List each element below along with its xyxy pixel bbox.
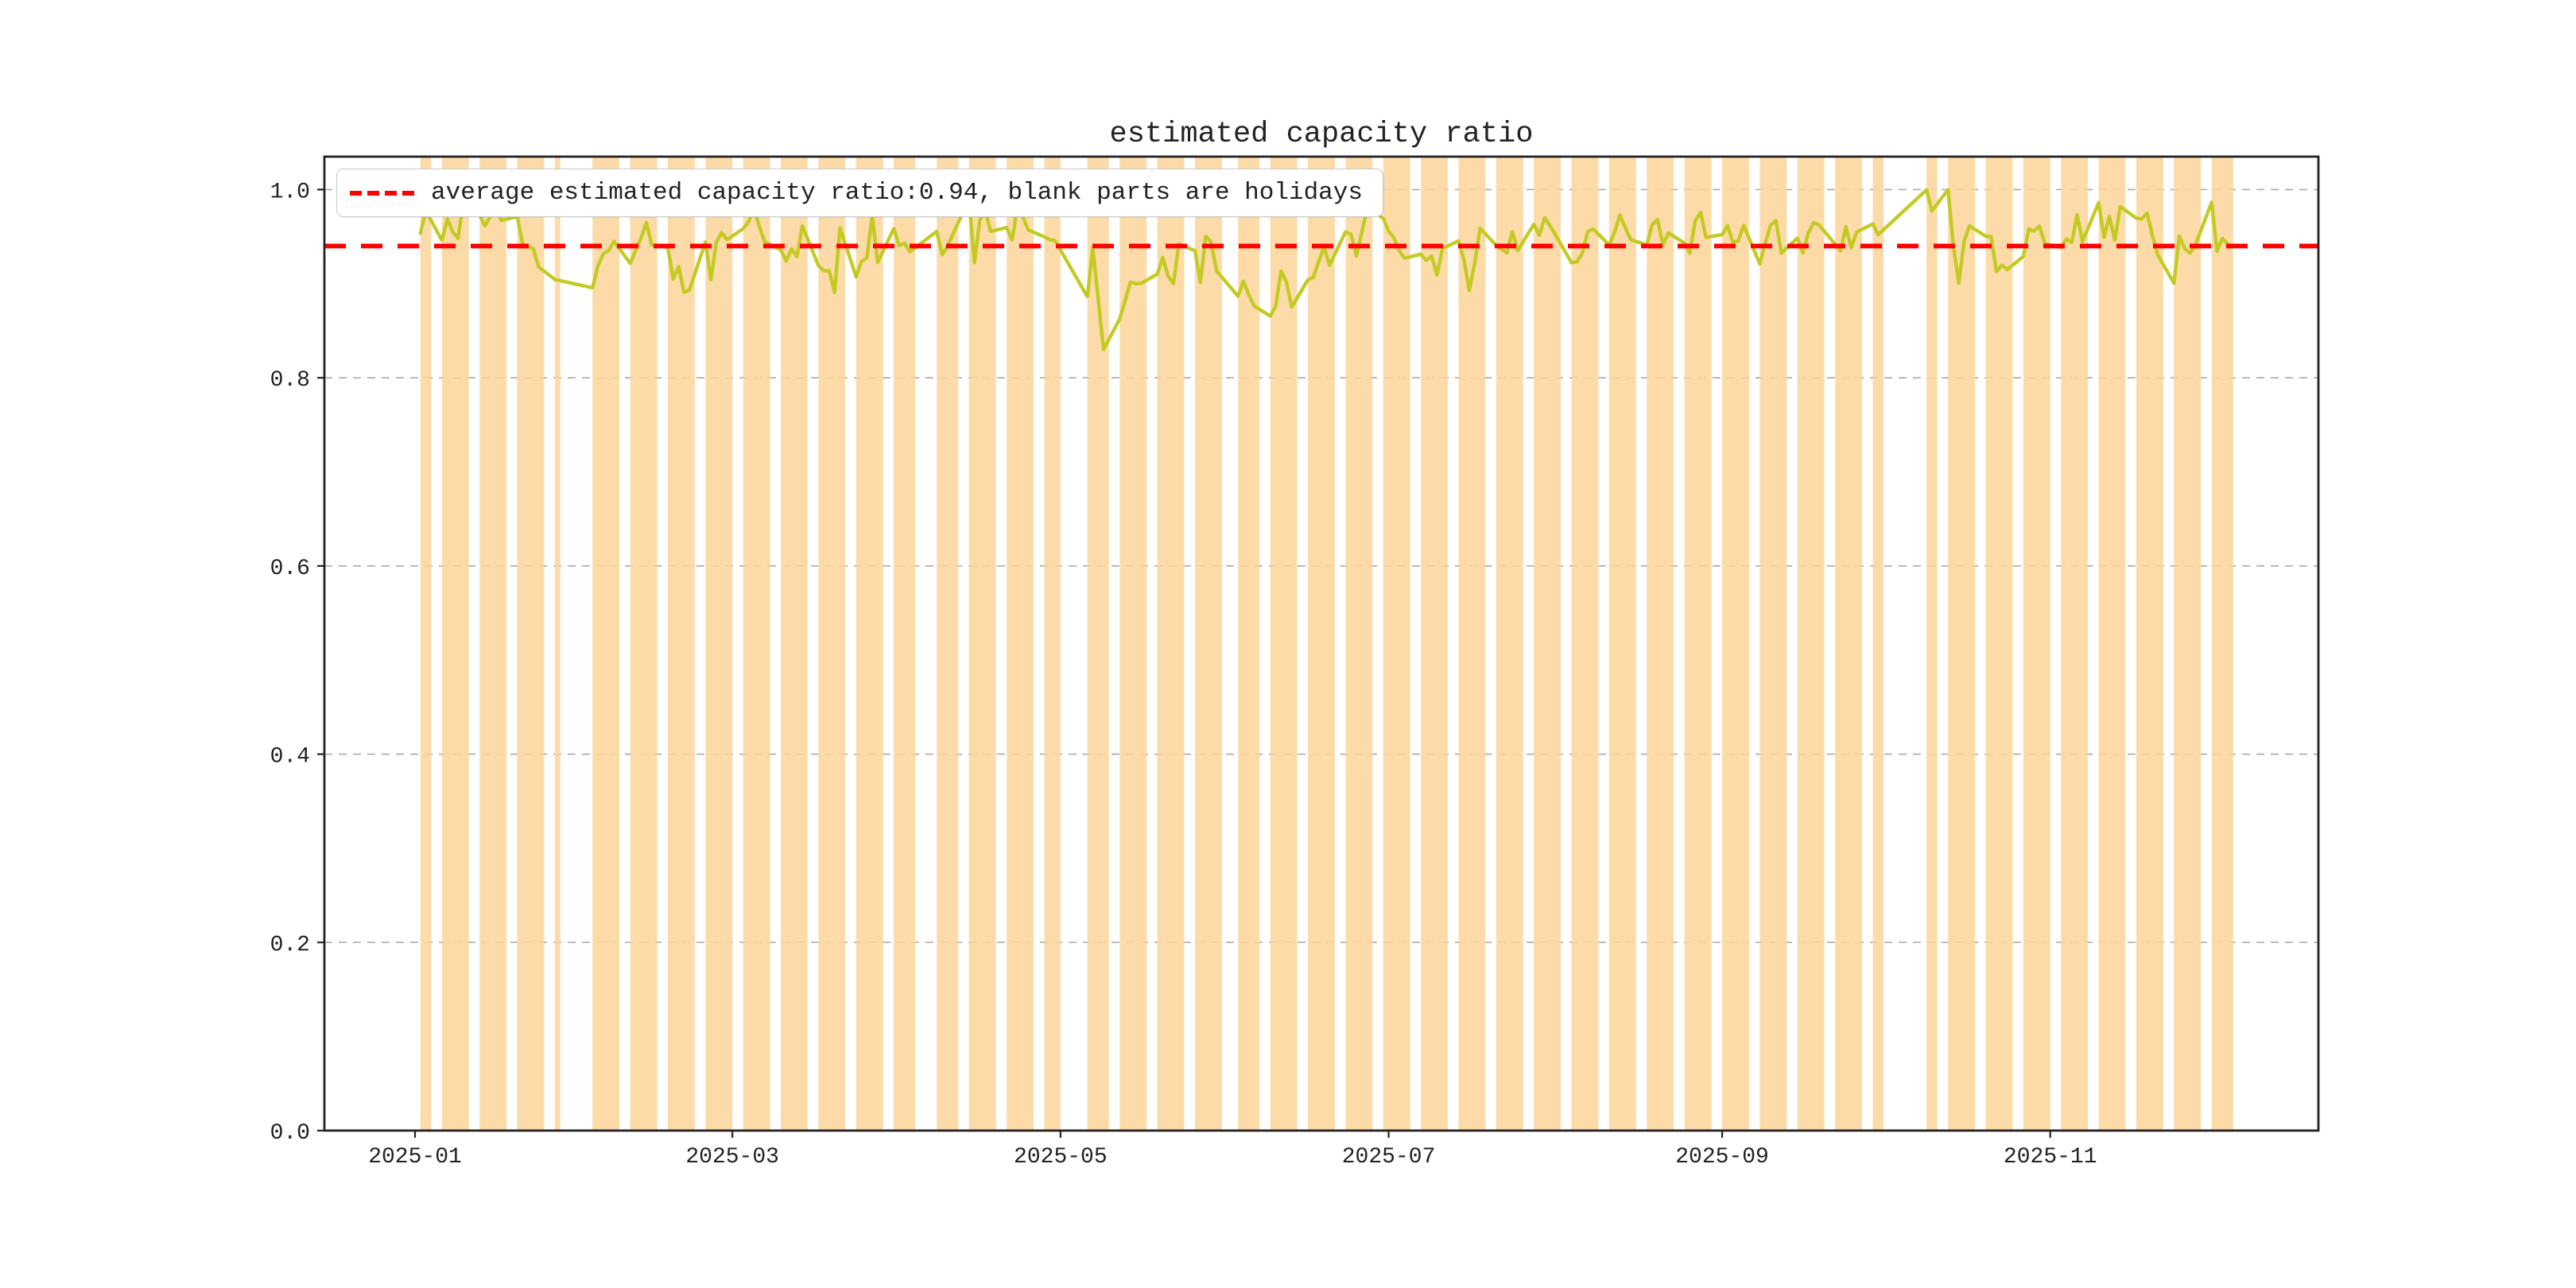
svg-text:2025-01: 2025-01 — [368, 1145, 462, 1170]
svg-text:1.0: 1.0 — [270, 180, 310, 204]
svg-text:2025-05: 2025-05 — [1014, 1145, 1108, 1170]
svg-text:0.6: 0.6 — [270, 557, 310, 581]
svg-text:0.0: 0.0 — [270, 1121, 310, 1146]
svg-text:2025-09: 2025-09 — [1675, 1145, 1769, 1170]
svg-text:estimated capacity ratio: estimated capacity ratio — [1110, 118, 1534, 151]
svg-text:2025-03: 2025-03 — [685, 1145, 779, 1170]
svg-text:2025-11: 2025-11 — [2004, 1145, 2097, 1170]
svg-text:0.8: 0.8 — [270, 368, 310, 393]
svg-text:0.4: 0.4 — [270, 745, 310, 770]
svg-text:0.2: 0.2 — [270, 933, 310, 957]
svg-text:2025-07: 2025-07 — [1342, 1145, 1436, 1170]
